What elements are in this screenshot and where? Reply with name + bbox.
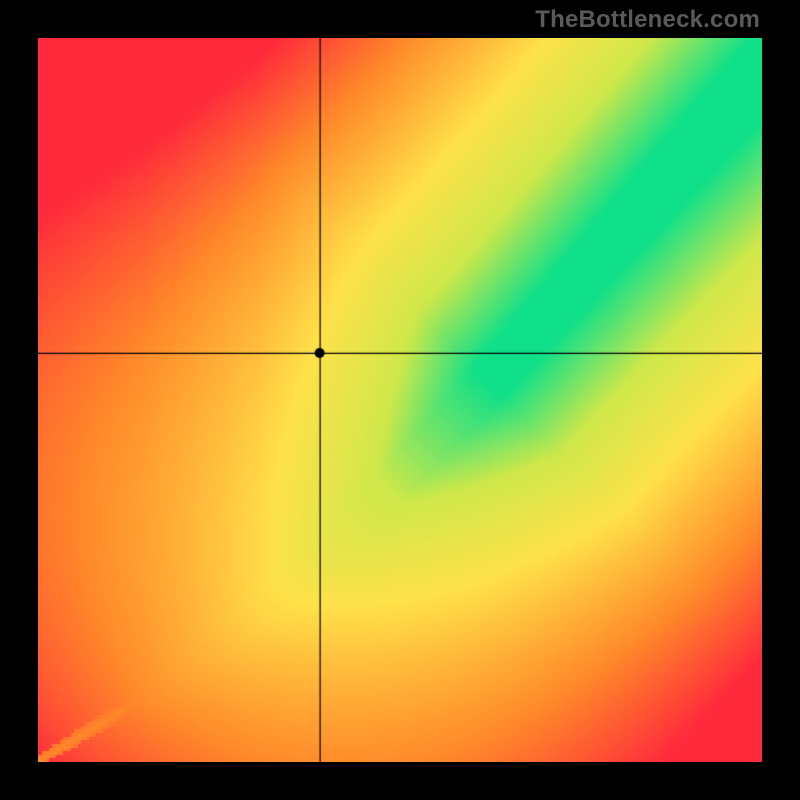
chart-frame: TheBottleneck.com (0, 0, 800, 800)
bottleneck-heatmap (38, 38, 762, 762)
watermark-text: TheBottleneck.com (535, 6, 760, 34)
